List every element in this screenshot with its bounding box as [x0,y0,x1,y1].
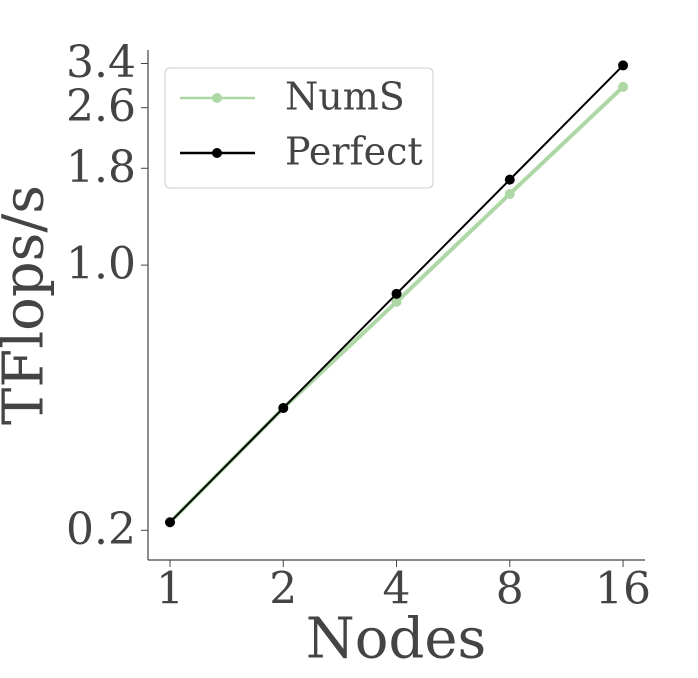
point [504,174,515,185]
x-tick-label: 16 [595,564,651,615]
x-tick-label: 2 [269,564,297,615]
y-tick-label: 0.2 [66,504,136,555]
point [165,517,176,528]
legend-label: Perfect [285,130,423,174]
x-tick-label: 1 [156,564,184,615]
legend-marker [212,93,222,103]
point [618,60,629,71]
point [391,296,402,307]
y-tick-label: 3.4 [66,37,136,88]
x-tick-label: 8 [496,564,524,615]
point [278,403,289,414]
y-axis-label: TFlops/s [0,185,57,425]
x-axis-label: Nodes [306,607,486,672]
point [391,288,402,299]
x-tick-label: 4 [383,564,411,615]
point [618,81,629,92]
y-tick-label: 2.6 [66,81,136,132]
point [504,188,515,199]
legend-label: NumS [285,75,405,119]
legend-marker [212,148,222,158]
y-tick-label: 1.0 [66,239,136,290]
y-tick-label: 1.8 [66,142,136,193]
